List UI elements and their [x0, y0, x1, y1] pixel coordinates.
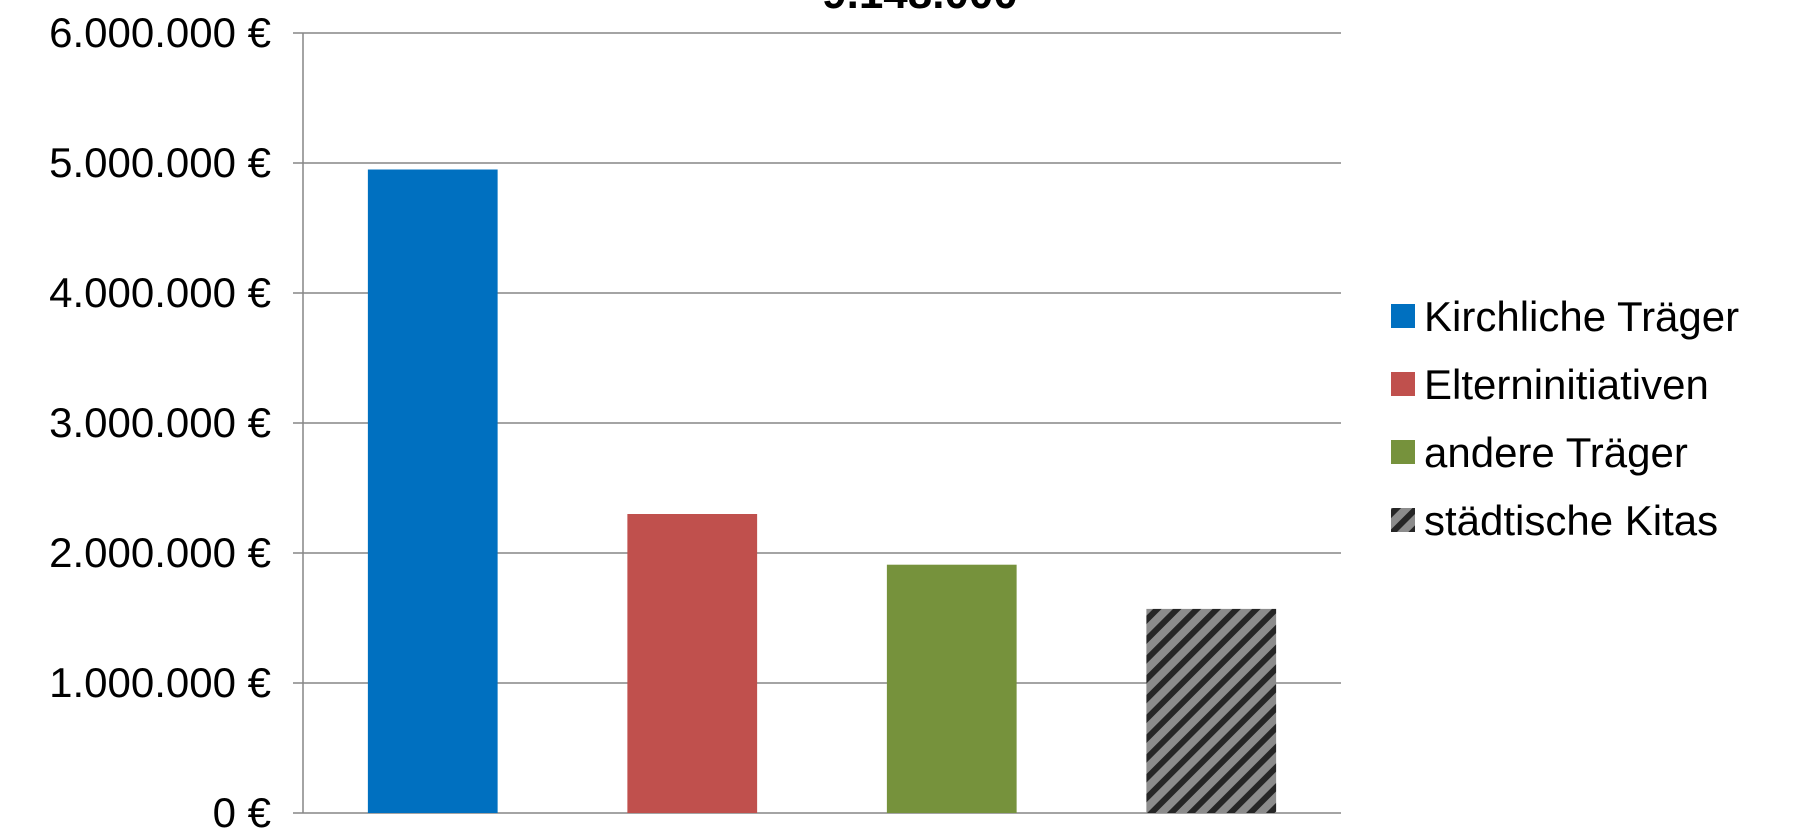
legend-swatch [1391, 508, 1415, 532]
y-tick-label: 3.000.000 € [49, 399, 271, 446]
bars [367, 169, 1277, 813]
legend: Kirchliche Träger Elterninitiativen andere… [1391, 293, 1739, 544]
legend-swatch [1391, 372, 1415, 396]
y-tick-label: 5.000.000 € [49, 139, 271, 186]
legend-swatch [1391, 304, 1415, 328]
legend-label: andere Träger [1424, 429, 1688, 476]
bar-2 [627, 514, 758, 813]
bar-4 [1146, 608, 1277, 813]
y-tick-label: 0 € [213, 789, 271, 830]
bar-1 [367, 169, 498, 813]
chart-title: 9.148.000 [822, 0, 1018, 18]
y-tick-label: 6.000.000 € [49, 9, 271, 56]
y-tick-label: 4.000.000 € [49, 269, 271, 316]
legend-label: Kirchliche Träger [1424, 293, 1739, 340]
bar-3 [886, 564, 1017, 813]
y-axis: 0 € 1.000.000 € 2.000.000 € 3.000.000 € 4.00… [49, 9, 304, 830]
legend-label: Elterninitiativen [1424, 361, 1709, 408]
y-tick-label: 2.000.000 € [49, 529, 271, 576]
legend-swatch [1391, 440, 1415, 464]
y-tick-label: 1.000.000 € [49, 659, 271, 706]
legend-label: städtische Kitas [1424, 497, 1718, 544]
